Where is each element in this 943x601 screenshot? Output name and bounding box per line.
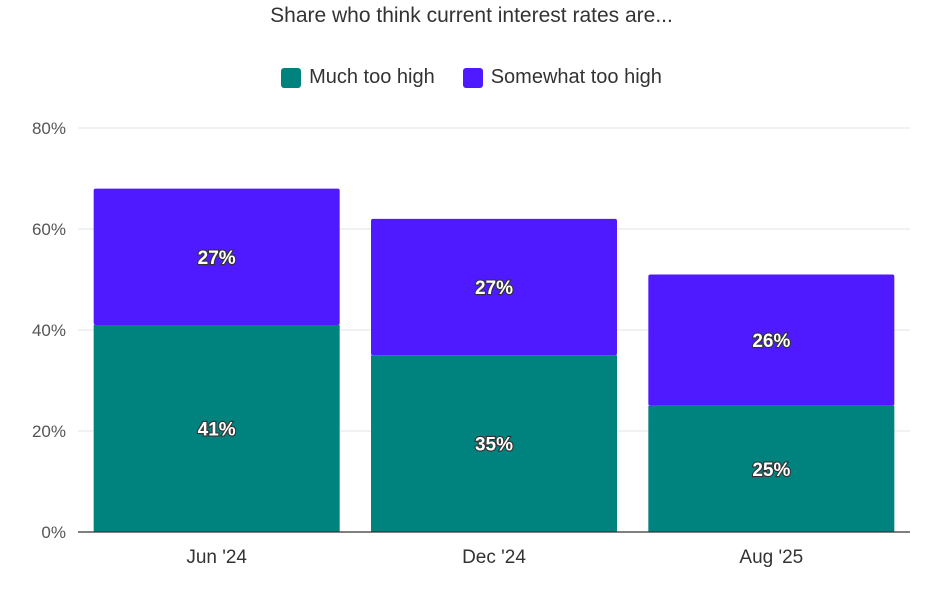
- data-label: 27%: [475, 278, 513, 299]
- x-tick-label: Aug '25: [739, 547, 803, 568]
- legend-item-much-too-high[interactable]: Much too high: [281, 66, 435, 89]
- bar-segment: [648, 405, 895, 532]
- data-label: 41%: [198, 419, 236, 440]
- legend-item-somewhat-too-high[interactable]: Somewhat too high: [462, 66, 662, 89]
- data-label: 25%: [752, 460, 790, 481]
- y-tick-label: 40%: [32, 321, 66, 340]
- x-tick-label: Dec '24: [462, 547, 526, 568]
- data-label: 35%: [475, 435, 513, 456]
- y-tick-label: 0%: [41, 523, 66, 542]
- x-tick-label: Jun '24: [186, 547, 247, 568]
- legend: Much too high Somewhat too high: [0, 66, 943, 89]
- legend-swatch-somewhat-too-high: [462, 67, 483, 88]
- y-tick-label: 20%: [32, 422, 66, 441]
- legend-swatch-much-too-high: [281, 67, 302, 88]
- bar-segment: [648, 274, 895, 406]
- chart-title: Share who think current interest rates a…: [270, 4, 673, 27]
- y-tick-label: 80%: [32, 119, 66, 138]
- data-label: 27%: [198, 248, 236, 269]
- bar-segment: [371, 355, 617, 532]
- legend-label-much-too-high: Much too high: [309, 66, 435, 88]
- legend-label-somewhat-too-high: Somewhat too high: [490, 66, 662, 88]
- bar-segment: [93, 324, 340, 532]
- bar-segment: [93, 188, 340, 325]
- y-tick-label: 60%: [32, 220, 66, 239]
- bar-segment: [371, 218, 617, 356]
- data-label: 26%: [752, 331, 790, 352]
